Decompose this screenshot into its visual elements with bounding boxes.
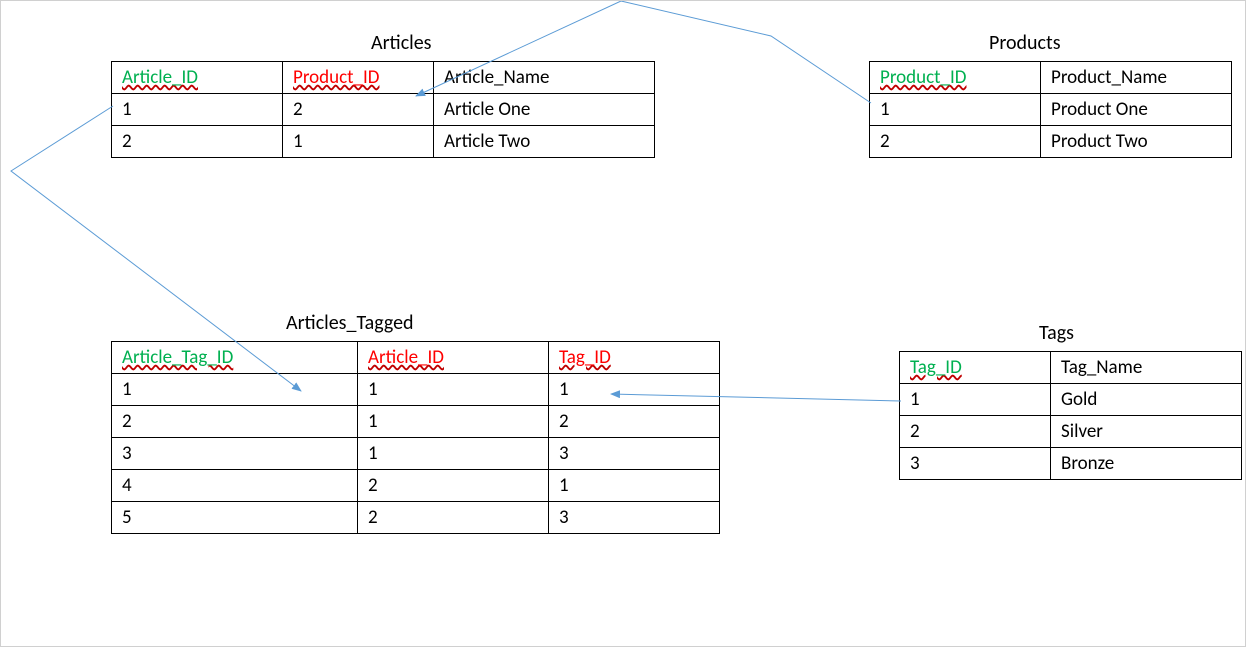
col-article-id: Article_ID: [112, 62, 283, 94]
table-row: 2 1 Article Two: [112, 126, 655, 158]
cell: Product One: [1041, 94, 1232, 126]
cell: 4: [112, 470, 358, 502]
table-header-row: Product_ID Product_Name: [870, 62, 1232, 94]
cell: 2: [900, 416, 1051, 448]
cell: 1: [549, 374, 720, 406]
col-article-id: Article_ID: [358, 342, 549, 374]
table-title-tags: Tags: [899, 321, 1246, 345]
table-row: 5 2 3: [112, 502, 720, 534]
table-row: 3 1 3: [112, 438, 720, 470]
cell: 2: [870, 126, 1041, 158]
col-tag-name: Tag_Name: [1051, 352, 1242, 384]
er-diagram-canvas: Articles Article_ID Product_ID Article_N…: [0, 0, 1246, 647]
cell: 2: [358, 470, 549, 502]
col-article-tag-id: Article_Tag_ID: [112, 342, 358, 374]
table-row: 4 2 1: [112, 470, 720, 502]
cell: 1: [900, 384, 1051, 416]
cell: 2: [358, 502, 549, 534]
cell: 1: [283, 126, 434, 158]
cell: Bronze: [1051, 448, 1242, 480]
col-tag-id: Tag_ID: [900, 352, 1051, 384]
cell: 5: [112, 502, 358, 534]
table-row: 2 Product Two: [870, 126, 1232, 158]
cell: 1: [549, 470, 720, 502]
cell: 1: [358, 438, 549, 470]
table-row: 1 Product One: [870, 94, 1232, 126]
table-title-articles: Articles: [111, 31, 851, 55]
cell: 3: [900, 448, 1051, 480]
table-header-row: Article_Tag_ID Article_ID Tag_ID: [112, 342, 720, 374]
articles-grid: Article_ID Product_ID Article_Name 1 2 A…: [111, 61, 655, 158]
col-product-id: Product_ID: [283, 62, 434, 94]
table-title-articles-tagged: Articles_Tagged: [111, 311, 831, 335]
table-articles: Articles Article_ID Product_ID Article_N…: [111, 31, 851, 158]
table-articles-tagged: Articles_Tagged Article_Tag_ID Article_I…: [111, 311, 831, 534]
table-row: 2 1 2: [112, 406, 720, 438]
col-product-id: Product_ID: [870, 62, 1041, 94]
table-products: Products Product_ID Product_Name 1 Produ…: [869, 31, 1246, 158]
table-tags: Tags Tag_ID Tag_Name 1 Gold 2 Silver 3 B…: [899, 321, 1246, 480]
col-product-name: Product_Name: [1041, 62, 1232, 94]
cell: 2: [549, 406, 720, 438]
table-row: 1 2 Article One: [112, 94, 655, 126]
tags-grid: Tag_ID Tag_Name 1 Gold 2 Silver 3 Bronze: [899, 351, 1242, 480]
articles-tagged-grid: Article_Tag_ID Article_ID Tag_ID 1 1 1 2…: [111, 341, 720, 534]
cell: 1: [870, 94, 1041, 126]
cell: Gold: [1051, 384, 1242, 416]
cell: 3: [112, 438, 358, 470]
cell: Product Two: [1041, 126, 1232, 158]
cell: 3: [549, 438, 720, 470]
cell: 1: [358, 406, 549, 438]
col-tag-id: Tag_ID: [549, 342, 720, 374]
table-row: 1 Gold: [900, 384, 1242, 416]
cell: 3: [549, 502, 720, 534]
table-row: 3 Bronze: [900, 448, 1242, 480]
cell: 1: [112, 94, 283, 126]
col-article-name: Article_Name: [434, 62, 655, 94]
cell: Article One: [434, 94, 655, 126]
cell: 1: [112, 374, 358, 406]
table-header-row: Tag_ID Tag_Name: [900, 352, 1242, 384]
cell: 2: [112, 406, 358, 438]
table-row: 2 Silver: [900, 416, 1242, 448]
table-title-products: Products: [869, 31, 1246, 55]
cell: Article Two: [434, 126, 655, 158]
cell: 1: [358, 374, 549, 406]
cell: 2: [283, 94, 434, 126]
cell: 2: [112, 126, 283, 158]
cell: Silver: [1051, 416, 1242, 448]
products-grid: Product_ID Product_Name 1 Product One 2 …: [869, 61, 1232, 158]
table-row: 1 1 1: [112, 374, 720, 406]
table-header-row: Article_ID Product_ID Article_Name: [112, 62, 655, 94]
